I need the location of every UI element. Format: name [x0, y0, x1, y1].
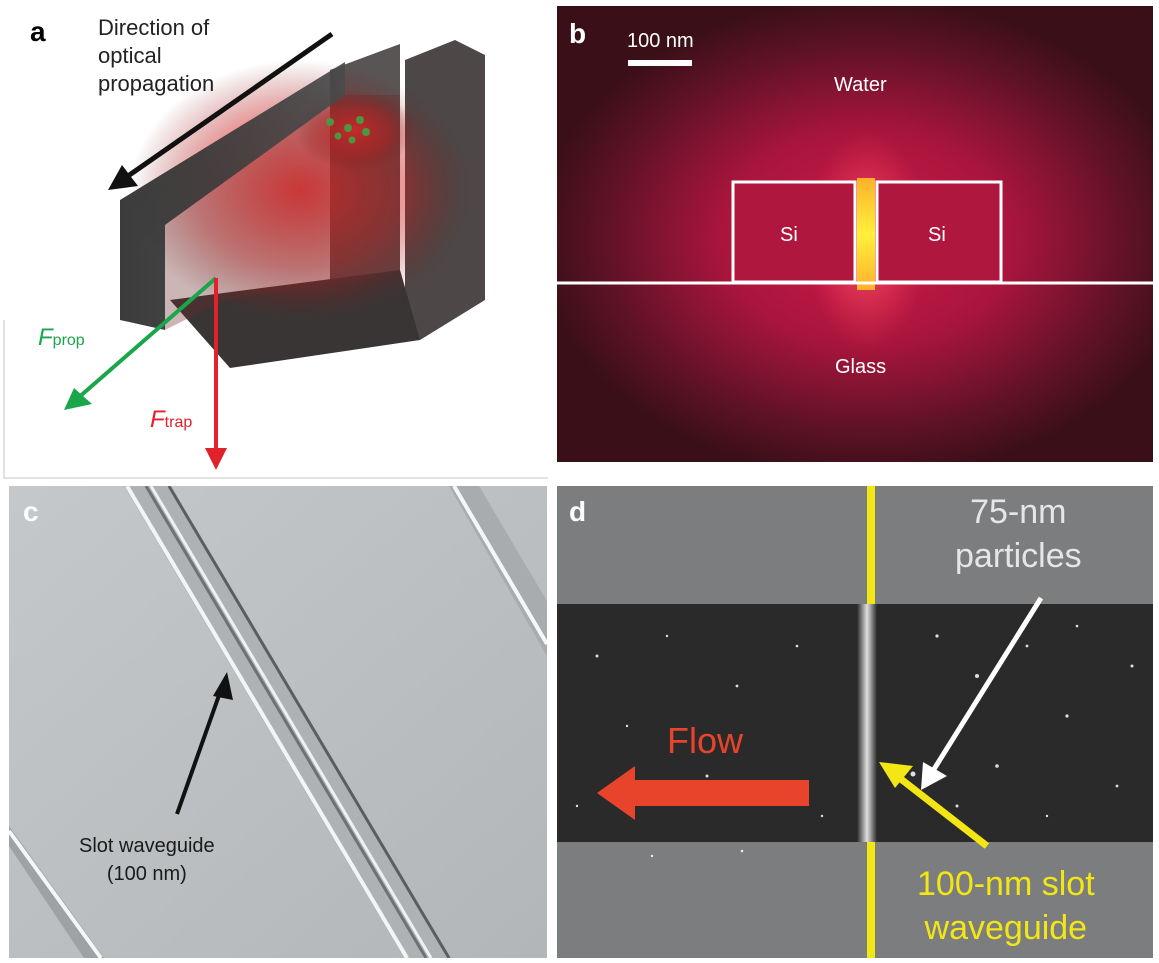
- scale-bar: [628, 60, 692, 66]
- glass-label: Glass: [835, 356, 887, 378]
- si-left-label: Si: [780, 224, 798, 246]
- slot-marker-top: [867, 486, 875, 604]
- front-wall-face: [165, 95, 400, 330]
- propagation-arrowhead: [108, 165, 138, 190]
- edge-highlight-left: [9, 829, 103, 958]
- direction-line-1: Direction of: [98, 15, 210, 40]
- trapped-particles: [326, 116, 370, 144]
- edge-band-left: [9, 826, 104, 958]
- slot-field: [857, 178, 875, 290]
- panel-c-label: c: [23, 496, 39, 527]
- slot-dark-line: [144, 486, 428, 958]
- particles-arrow: [928, 596, 1044, 776]
- panel-a-frame: [3, 320, 548, 479]
- particles-arrowhead: [921, 762, 947, 790]
- slot-annotation-arrow: [175, 683, 225, 815]
- f-trap-label: Ftrap: [150, 406, 192, 434]
- f-trap-main: F: [150, 406, 165, 433]
- panel-d-trapping-image: d 75-nm particles Flow 100-nm slot waveg…: [557, 486, 1153, 958]
- edge-highlight-right: [452, 486, 547, 646]
- f-trap-sub: trap: [164, 414, 193, 431]
- water-label: Water: [834, 74, 887, 96]
- f-prop-arrowhead: [64, 388, 92, 410]
- direction-line-3: propagation: [98, 71, 215, 96]
- panel-c-sem-image: c Slot waveguide (100 nm): [9, 486, 547, 958]
- upper-region: [557, 486, 1153, 604]
- panel-a-waveguide-schematic: a Direction of optical propagation Fprop…: [0, 0, 548, 482]
- flow-arrowhead: [597, 766, 635, 820]
- f-prop-sub: prop: [52, 332, 85, 349]
- panel-d-label: d: [569, 496, 587, 527]
- direction-text: Direction of optical propagation: [98, 14, 214, 98]
- scale-bar-label: 100 nm: [627, 30, 694, 52]
- propagation-arrow: [116, 31, 334, 186]
- particles-annotation: 75-nm particles: [955, 490, 1082, 578]
- panel-b-mode-profile: b 100 nm Water Glass Si Si: [557, 6, 1153, 462]
- trapped-particle-streak: [857, 604, 877, 842]
- flow-arrow-shaft: [629, 780, 809, 806]
- front-wall: [120, 62, 345, 330]
- rail-edge-2: [149, 486, 433, 958]
- panel-d-drawing: [557, 486, 1153, 958]
- slot-line-1: 100-nm slot: [917, 865, 1095, 903]
- particles-line-2: particles: [955, 537, 1082, 575]
- direction-line-2: optical: [98, 43, 162, 68]
- slot-line-2: waveguide: [924, 909, 1088, 947]
- f-trap-arrowhead: [205, 448, 227, 470]
- rail-edge-1: [125, 486, 409, 958]
- panel-a-label: a: [30, 16, 46, 47]
- f-prop-arrow: [76, 276, 218, 400]
- fluidic-channel: [557, 604, 1153, 842]
- particles-line-1: 75-nm: [970, 493, 1067, 531]
- flow-label: Flow: [667, 720, 744, 761]
- particle-dots: [575, 624, 1134, 858]
- slot-annotation: Slot waveguide (100 nm): [79, 832, 215, 888]
- slot-arrowhead: [879, 762, 913, 788]
- f-prop-main: F: [38, 324, 53, 351]
- panel-a-drawing: [3, 31, 548, 479]
- optical-mode-glow-far: [295, 90, 415, 170]
- f-prop-label: Fprop: [38, 324, 85, 352]
- slot-marker-bottom: [867, 842, 875, 958]
- panel-b-label: b: [569, 18, 587, 49]
- slot-arrow: [894, 773, 990, 849]
- edge-band-right: [449, 486, 547, 656]
- slot-annotation-line-1: Slot waveguide: [79, 835, 215, 857]
- slot-waveguide-annotation: 100-nm slot waveguide: [917, 862, 1095, 950]
- panel-b-drawing: [557, 6, 1153, 462]
- rail-edge-3: [167, 486, 451, 958]
- slot-annotation-arrowhead: [213, 672, 233, 700]
- lower-region: [557, 842, 1153, 958]
- si-right-label: Si: [928, 224, 946, 246]
- panel-c-drawing: [9, 486, 547, 958]
- slot-annotation-line-2: (100 nm): [106, 863, 187, 885]
